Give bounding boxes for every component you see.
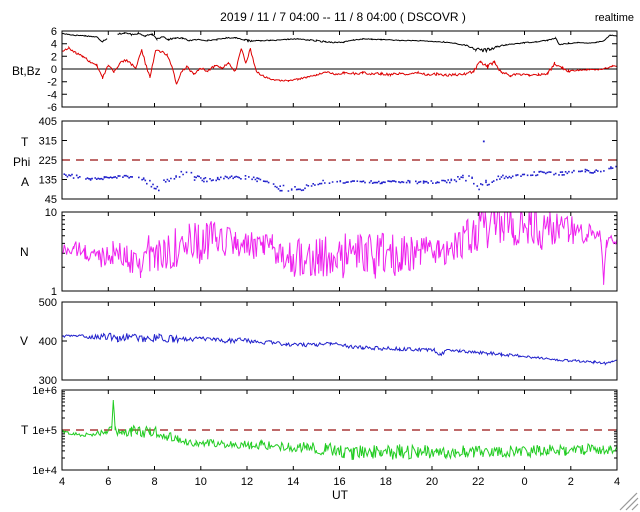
y-tick-label: 4: [51, 39, 57, 51]
y-tick-label: 45: [45, 194, 57, 206]
panel-v: 500 400 300: [39, 297, 618, 387]
realtime-badge: realtime: [595, 12, 634, 24]
scatter-outlier-dots: [482, 140, 485, 143]
x-tick-label: 8: [151, 476, 157, 488]
ylabel-phi-a: A: [21, 175, 29, 189]
ylabel-t: T: [21, 423, 29, 437]
series-bt: [62, 31, 617, 54]
x-tick-label: 12: [241, 476, 253, 488]
y-tick-label: 1e+5: [32, 425, 57, 437]
panel-border: [61, 389, 618, 471]
series-v: [62, 332, 617, 366]
series-group: [62, 212, 617, 285]
y-tick-label: 225: [39, 155, 57, 167]
y-tick-label: -6: [47, 102, 57, 114]
y-tick-label: 2: [51, 51, 57, 63]
panel-border: [61, 30, 618, 108]
x-tick-label: 20: [426, 476, 438, 488]
x-tick-label: 16: [333, 476, 345, 488]
y-tick-label: 300: [39, 375, 57, 387]
x-tick-label: 6: [105, 476, 111, 488]
series-group: [63, 140, 617, 192]
ylabel-phi: Phi: [13, 155, 30, 169]
y-tick-label: 135: [39, 175, 57, 187]
ylabel-n: N: [20, 245, 29, 259]
y-tick-label: 6: [51, 26, 57, 38]
panel-border: [61, 120, 618, 200]
ylabel-phi-t: T: [21, 135, 29, 149]
y-tick-label: 405: [39, 116, 57, 128]
corner-hatch-icon: [619, 492, 639, 511]
series-group: [62, 31, 617, 85]
x-tick-label: 22: [472, 476, 484, 488]
y-tick-label: 400: [39, 336, 57, 348]
x-tick-label: 4: [614, 476, 620, 488]
xaxis-unit-label: UT: [332, 488, 349, 502]
ylabel-v: V: [20, 334, 28, 348]
panel-phi: 405 315 225 135 45: [39, 116, 618, 206]
panel-border: [61, 301, 618, 381]
series-bz: [62, 45, 617, 85]
y-tick-label: 315: [39, 136, 57, 148]
series-group: [62, 399, 617, 460]
x-tick-label: 18: [380, 476, 392, 488]
y-tick-label: 0: [51, 64, 57, 76]
y-tick-label: 1e+6: [32, 385, 57, 397]
y-tick-label: -4: [47, 89, 57, 101]
y-tick-label: 1e+4: [32, 465, 57, 477]
ylabel-btbz: Bt,Bz: [12, 64, 41, 78]
x-tick-label: 14: [287, 476, 299, 488]
panel-border: [61, 211, 618, 292]
series-t: [62, 399, 617, 460]
series-group: [62, 332, 617, 366]
x-tick-label: 10: [195, 476, 207, 488]
x-tick-label: 0: [521, 476, 527, 488]
panel-n: 10 1: [45, 207, 618, 298]
y-tick-label: -2: [47, 77, 57, 89]
x-tick-label: 4: [59, 476, 65, 488]
series-n: [62, 212, 617, 285]
plot-title: 2019 / 11 / 7 04:00 -- 11 / 8 04:00 ( DS…: [220, 10, 466, 24]
y-tick-label: 1: [51, 286, 57, 298]
panel-t: 1e+61e+51e+44 6 8 10 12 14 16 18 20 22 0 2 4: [32, 385, 620, 488]
y-tick-label: 500: [39, 297, 57, 309]
series-phi: [63, 165, 617, 192]
x-tick-label: 2: [568, 476, 574, 488]
y-tick-label: 10: [45, 207, 57, 219]
